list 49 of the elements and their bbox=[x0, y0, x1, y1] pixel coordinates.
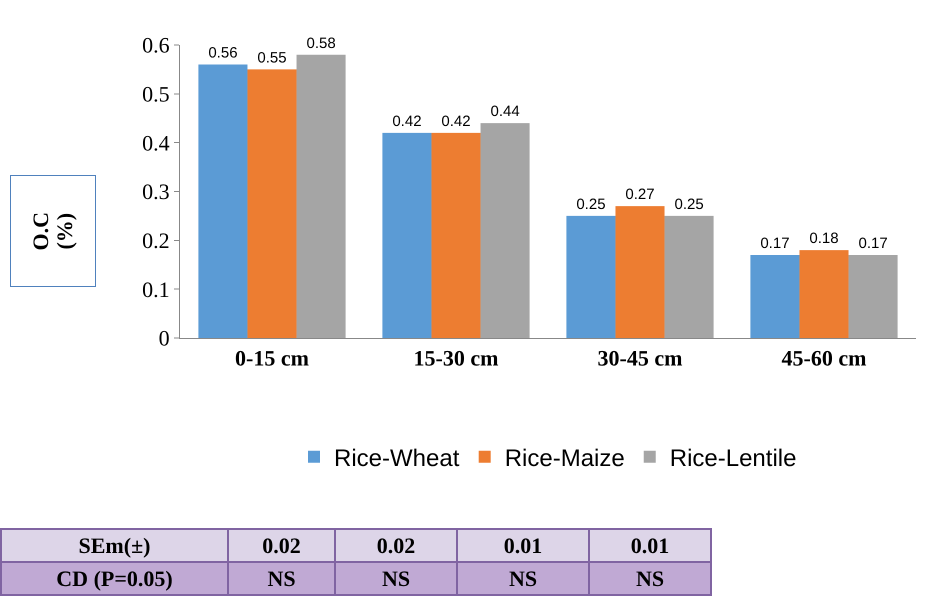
y-tick-label: 0 bbox=[158, 326, 170, 351]
bar bbox=[566, 216, 616, 338]
data-label: 0.25 bbox=[674, 196, 704, 213]
data-label: 0.17 bbox=[858, 234, 888, 252]
text: NS bbox=[457, 562, 589, 595]
y-tick-label: 0.6 bbox=[142, 32, 170, 58]
data-label: 0.18 bbox=[809, 230, 839, 248]
data-label: 0.42 bbox=[392, 112, 422, 130]
text: CD (P=0.05) bbox=[1, 562, 228, 595]
text: NS bbox=[335, 562, 457, 595]
legend-label: Rice-Maize bbox=[504, 445, 625, 472]
bar bbox=[615, 206, 665, 338]
data-label: 0.42 bbox=[441, 112, 471, 130]
bar bbox=[750, 254, 800, 338]
bar bbox=[431, 132, 481, 338]
bar bbox=[799, 250, 849, 338]
y-tick-label: 0.3 bbox=[142, 179, 170, 204]
bar bbox=[247, 69, 297, 338]
data-label: 0.58 bbox=[306, 34, 336, 52]
bar bbox=[480, 123, 530, 338]
data-label: 0.56 bbox=[208, 44, 238, 62]
x-tick-label: 15-30 cm bbox=[414, 345, 498, 370]
data-label: 0.25 bbox=[576, 196, 606, 213]
bar bbox=[664, 216, 714, 338]
text: 0.02 bbox=[335, 529, 457, 562]
data-label: 0.27 bbox=[625, 186, 655, 204]
text: SEm(±) bbox=[1, 529, 228, 562]
bar bbox=[296, 54, 346, 338]
bar bbox=[848, 254, 898, 338]
y-tick-label: 0.1 bbox=[142, 276, 170, 302]
y-tick-label: 0.5 bbox=[142, 82, 170, 107]
x-tick-label: 45-60 cm bbox=[782, 345, 866, 370]
x-tick-label: 30-45 cm bbox=[598, 345, 682, 370]
text: NS bbox=[589, 562, 711, 595]
text: NS bbox=[228, 562, 335, 595]
text: 0.02 bbox=[228, 529, 335, 562]
text: 0.01 bbox=[457, 529, 589, 562]
y-tick-label: 0.4 bbox=[142, 130, 170, 156]
legend-label: Rice-Lentile bbox=[670, 445, 796, 472]
bar bbox=[382, 132, 432, 338]
y-tick-label: 0.2 bbox=[142, 228, 170, 254]
bar bbox=[198, 64, 248, 338]
text: 0.01 bbox=[589, 529, 711, 562]
data-label: 0.17 bbox=[760, 234, 790, 252]
y-axis-title: O.C (%) bbox=[28, 212, 78, 250]
data-label: 0.44 bbox=[490, 103, 520, 120]
legend-label: Rice-Wheat bbox=[334, 445, 460, 472]
x-tick-label: 0-15 cm bbox=[235, 345, 309, 370]
data-label: 0.55 bbox=[257, 49, 287, 66]
